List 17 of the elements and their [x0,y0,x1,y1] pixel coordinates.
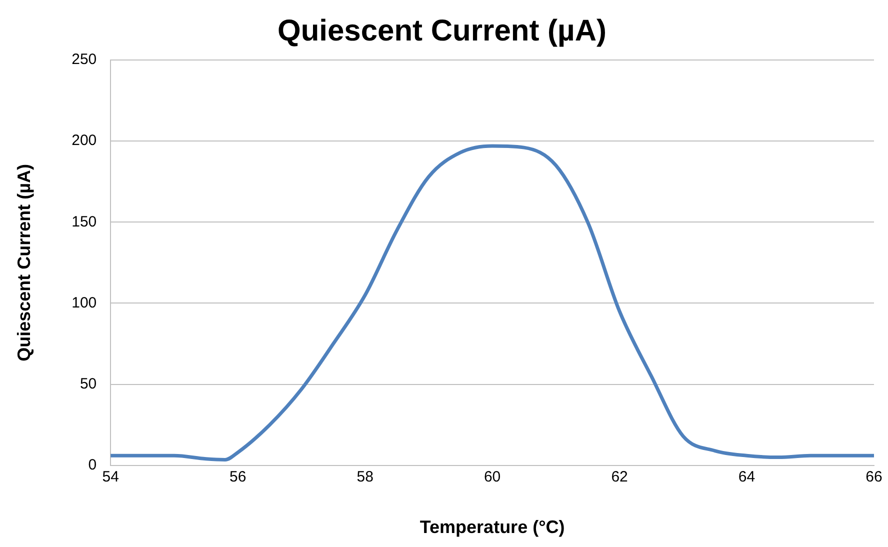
y-tick-label: 0 [88,456,97,474]
x-tick-label: 58 [356,468,374,486]
x-tick-label: 64 [738,468,756,486]
x-tick-label: 56 [230,468,246,486]
x-tick-label: 60 [484,468,501,486]
y-tick-label: 250 [72,51,97,68]
chart-title: Quiescent Current (µA) [278,14,606,48]
y-tick-label: 50 [80,375,97,392]
y-tick-label: 200 [72,132,97,150]
y-tick-label: 150 [72,213,97,230]
x-tick-label: 62 [611,468,628,486]
line-series [110,144,874,462]
x-tick-label: 66 [866,468,882,486]
x-tick-label: 54 [102,468,119,486]
y-tick-label: 100 [72,294,97,312]
y-axis-title: Quiescent Current (µA) [14,164,34,362]
x-axis-title: Temperature (°C) [420,517,565,538]
